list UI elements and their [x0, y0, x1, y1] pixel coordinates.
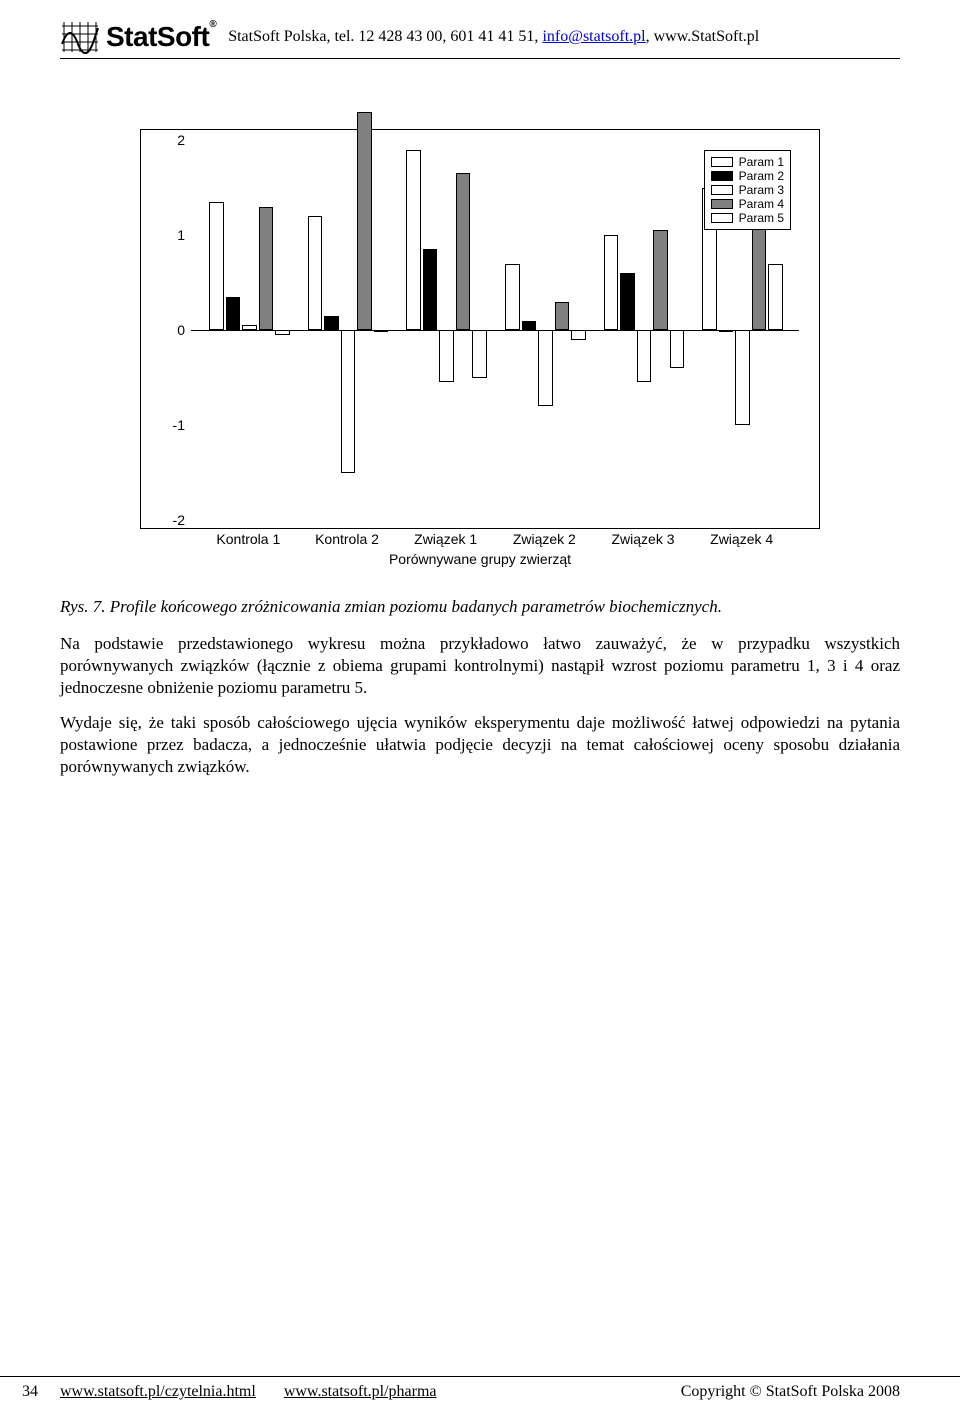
- legend-swatch-icon: [711, 213, 733, 223]
- legend-label: Param 5: [739, 211, 784, 225]
- bar: [555, 302, 570, 331]
- body-paragraph-2: Wydaje się, że taki sposób całościowego …: [60, 712, 900, 777]
- brand-name: StatSoft®: [106, 21, 216, 53]
- page-footer: 34 www.statsoft.pl/czytelnia.html www.st…: [0, 1376, 960, 1401]
- figure-caption: Rys. 7. Profile końcowego zróżnicowania …: [60, 597, 900, 617]
- logo: StatSoft®: [60, 20, 216, 54]
- bar: [439, 330, 454, 382]
- bar: [472, 330, 487, 378]
- footer-link-pharma[interactable]: www.statsoft.pl/pharma: [284, 1383, 437, 1401]
- x-axis-title: Porównywane grupy zwierząt: [140, 551, 820, 567]
- chart-legend: Param 1Param 2Param 3Param 4Param 5: [704, 150, 791, 230]
- legend-swatch-icon: [711, 199, 733, 209]
- y-tick-label: 0: [161, 322, 185, 338]
- legend-item: Param 1: [711, 155, 784, 169]
- footer-copyright: Copyright © StatSoft Polska 2008: [681, 1383, 900, 1401]
- page-number: 34: [22, 1383, 38, 1401]
- bar: [226, 297, 241, 330]
- x-category-label: Związek 1: [414, 531, 477, 547]
- bar: [357, 112, 372, 331]
- header-contact: StatSoft Polska, tel. 12 428 43 00, 601 …: [228, 28, 759, 46]
- bar: [324, 316, 339, 330]
- bar: [604, 235, 619, 330]
- bar: [341, 330, 356, 473]
- x-category-label: Kontrola 2: [315, 531, 379, 547]
- x-category-label: Związek 3: [611, 531, 674, 547]
- body-paragraph-1: Na podstawie przedstawionego wykresu moż…: [60, 633, 900, 698]
- bar: [242, 325, 257, 330]
- legend-label: Param 1: [739, 155, 784, 169]
- bar: [637, 330, 652, 382]
- bar: [719, 330, 734, 332]
- y-tick-label: -2: [161, 512, 185, 528]
- bar: [308, 216, 323, 330]
- chart-area: -2 -1 0 1 2 Param 1Param 2Param 3Param 4Para…: [140, 129, 820, 529]
- y-tick-label: 1: [161, 227, 185, 243]
- figure-chart: -2 -1 0 1 2 Param 1Param 2Param 3Param 4Para…: [140, 129, 820, 579]
- legend-item: Param 3: [711, 183, 784, 197]
- y-tick-label: 2: [161, 132, 185, 148]
- x-category-label: Związek 4: [710, 531, 773, 547]
- bar: [653, 230, 668, 330]
- bar: [670, 330, 685, 368]
- x-axis-labels: Porównywane grupy zwierząt Kontrola 1 Kon…: [140, 529, 820, 579]
- y-tick-label: -1: [161, 417, 185, 433]
- legend-label: Param 3: [739, 183, 784, 197]
- legend-item: Param 5: [711, 211, 784, 225]
- legend-swatch-icon: [711, 185, 733, 195]
- x-category-label: Związek 2: [513, 531, 576, 547]
- legend-swatch-icon: [711, 157, 733, 167]
- legend-item: Param 2: [711, 169, 784, 183]
- footer-link-czytelnia[interactable]: www.statsoft.pl/czytelnia.html: [60, 1383, 256, 1401]
- legend-item: Param 4: [711, 197, 784, 211]
- legend-label: Param 4: [739, 197, 784, 211]
- bar: [538, 330, 553, 406]
- x-category-label: Kontrola 1: [216, 531, 280, 547]
- bar: [768, 264, 783, 331]
- bar: [209, 202, 224, 330]
- legend-swatch-icon: [711, 171, 733, 181]
- bar: [620, 273, 635, 330]
- bar: [406, 150, 421, 331]
- bar: [423, 249, 438, 330]
- bar: [571, 330, 586, 340]
- bar: [275, 330, 290, 335]
- header-email-link[interactable]: info@statsoft.pl: [542, 28, 645, 45]
- bar: [259, 207, 274, 331]
- legend-label: Param 2: [739, 169, 784, 183]
- bar: [505, 264, 520, 331]
- bar: [456, 173, 471, 330]
- bar: [735, 330, 750, 425]
- statsoft-logo-icon: [60, 20, 100, 54]
- page-header: StatSoft® StatSoft Polska, tel. 12 428 4…: [60, 20, 900, 59]
- bar: [522, 321, 537, 331]
- bar: [374, 330, 389, 332]
